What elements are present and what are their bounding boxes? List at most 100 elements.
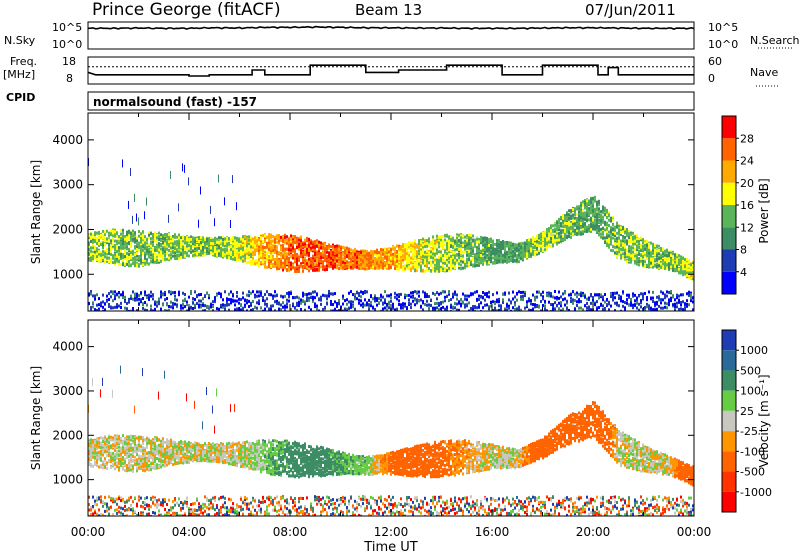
clutter-cell [434, 293, 436, 297]
clutter-cell [350, 290, 352, 294]
clutter-cell [156, 304, 158, 308]
data-cell [420, 261, 422, 265]
clutter-cell [118, 295, 120, 299]
data-cell [420, 240, 422, 244]
data-cell [382, 262, 384, 266]
data-cell [380, 264, 382, 268]
data-cell [122, 263, 124, 267]
data-cell [432, 252, 434, 256]
data-cell [328, 244, 330, 248]
data-cell [208, 244, 210, 248]
data-cell [274, 242, 276, 246]
data-cell [418, 262, 420, 266]
data-cell [188, 254, 190, 258]
clutter-cell [226, 303, 228, 307]
data-cell [230, 239, 232, 243]
data-cell [292, 262, 294, 266]
data-cell [210, 242, 212, 246]
data-cell [378, 251, 380, 255]
data-cell [130, 256, 132, 260]
data-cell [340, 256, 342, 260]
data-cell [204, 244, 206, 248]
data-cell [306, 247, 308, 251]
clutter-cell [208, 293, 210, 297]
data-cell [276, 240, 278, 244]
data-cell [348, 254, 350, 258]
data-cell [240, 256, 242, 260]
data-cell [184, 245, 186, 249]
clutter-cell [212, 309, 214, 311]
data-cell [106, 241, 108, 245]
clutter-cell [330, 309, 332, 311]
clutter-cell [106, 299, 108, 303]
data-cell [218, 251, 220, 255]
data-cell [104, 260, 106, 264]
clutter-cell [188, 295, 190, 299]
data-cell [304, 249, 306, 253]
data-cell [468, 249, 470, 253]
data-cell [364, 263, 366, 267]
data-cell [172, 249, 174, 253]
data-cell [140, 251, 142, 255]
data-cell [312, 260, 314, 264]
data-cell [124, 250, 126, 254]
clutter-cell [200, 299, 202, 303]
data-cell [240, 244, 242, 248]
data-cell [340, 263, 342, 267]
data-cell [454, 248, 456, 252]
data-cell [450, 238, 452, 242]
clutter-cell [296, 308, 298, 311]
data-cell [296, 241, 298, 245]
clutter-cell [254, 293, 256, 297]
data-cell [230, 247, 232, 251]
data-cell [144, 244, 146, 248]
data-cell [246, 252, 248, 256]
data-cell [100, 236, 102, 240]
data-cell [140, 260, 142, 264]
clutter-cell [478, 303, 480, 307]
data-cell [140, 232, 142, 236]
data-cell [174, 257, 176, 261]
clutter-cell [154, 300, 156, 304]
data-cell [294, 260, 296, 264]
data-cell [376, 258, 378, 262]
data-cell [462, 260, 464, 264]
data-cell [162, 248, 164, 252]
data-cell [206, 240, 208, 244]
clutter-cell [314, 296, 316, 300]
data-cell [402, 254, 404, 258]
sparse-cell [218, 174, 219, 183]
data-cell [130, 263, 132, 267]
data-cell [384, 265, 386, 269]
data-cell [254, 249, 256, 253]
data-cell [360, 251, 362, 255]
data-cell [302, 251, 304, 255]
data-cell [116, 235, 118, 239]
data-cell [326, 246, 328, 250]
data-cell [410, 243, 412, 247]
data-cell [166, 237, 168, 241]
data-cell [142, 248, 144, 252]
clutter-cell [328, 289, 330, 293]
data-cell [450, 262, 452, 266]
clutter-cell [134, 294, 136, 298]
data-cell [186, 237, 188, 241]
data-cell [164, 245, 166, 249]
data-cell [294, 256, 296, 260]
clutter-cell [200, 305, 202, 309]
data-cell [294, 248, 296, 252]
data-cell [216, 245, 218, 249]
data-cell [438, 265, 440, 269]
clutter-cell [322, 307, 324, 311]
clutter-cell [436, 291, 438, 295]
data-cell [340, 253, 342, 257]
clutter-cell [312, 290, 314, 294]
data-cell [274, 240, 276, 244]
data-cell [446, 269, 448, 273]
data-cell [376, 266, 378, 270]
clutter-cell [246, 301, 248, 305]
data-cell [372, 251, 374, 255]
data-cell [158, 242, 160, 246]
data-cell [234, 255, 236, 259]
clutter-cell [334, 300, 336, 304]
